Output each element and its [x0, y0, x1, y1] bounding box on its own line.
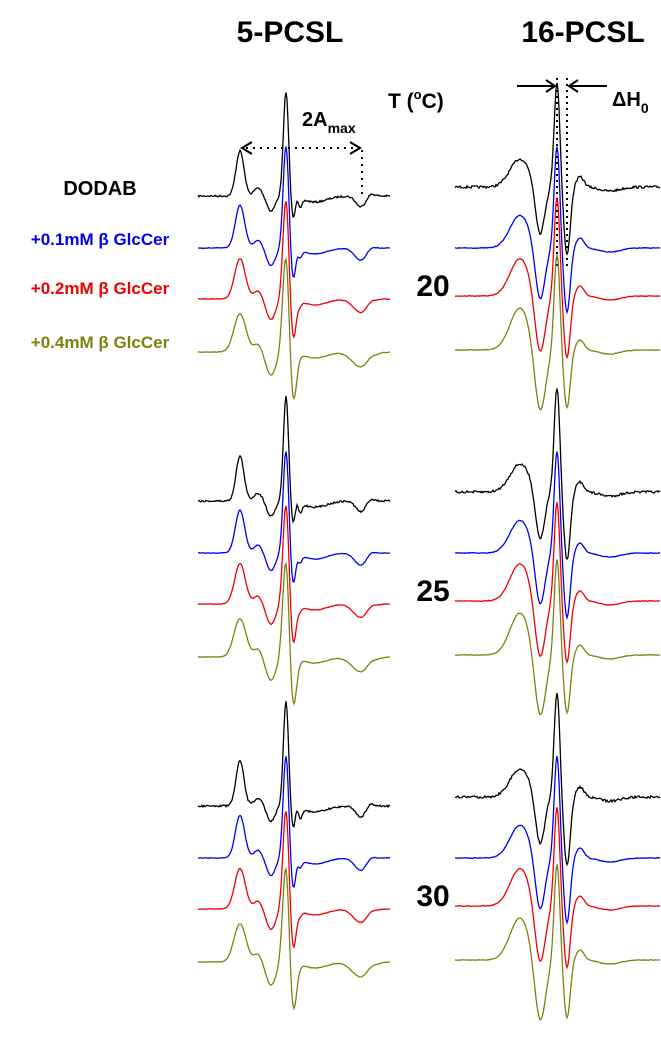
- sample-label: +0.4mM β GlcCer: [31, 333, 170, 352]
- spectrum: [455, 197, 661, 360]
- spectrum: [197, 201, 391, 339]
- spectrum: [454, 692, 661, 867]
- spectrum: [197, 561, 391, 706]
- spectrum: [197, 257, 391, 401]
- spectrum: [197, 756, 390, 889]
- spectrum: [454, 82, 661, 256]
- spectrum: [454, 807, 661, 970]
- spectrum: [197, 505, 391, 644]
- spectrum: [197, 395, 391, 524]
- spectrum: [197, 92, 391, 218]
- spectrum: [454, 254, 661, 411]
- spectrum: [454, 146, 661, 315]
- column-title: 5-PCSL: [237, 16, 344, 49]
- sample-label: +0.2mM β GlcCer: [31, 279, 170, 298]
- spectrum: [454, 388, 661, 561]
- temperature-label: T (oC): [388, 87, 444, 113]
- temperature-value: 20: [416, 270, 449, 303]
- sample-label: DODAB: [63, 178, 136, 200]
- spectrum: [454, 559, 661, 716]
- spectrum: [454, 755, 661, 925]
- spectrum: [197, 451, 390, 583]
- sample-label: +0.1mM β GlcCer: [31, 230, 170, 249]
- temperature-value: 30: [416, 880, 449, 913]
- spectrum: [197, 146, 390, 278]
- amax-label: 2Amax: [302, 109, 356, 136]
- temperature-value: 25: [416, 575, 449, 608]
- spectrum: [454, 864, 661, 1021]
- amax-marker: [240, 141, 363, 194]
- spectrum: [454, 502, 661, 665]
- dh-label: ΔH0: [612, 89, 649, 116]
- spectrum: [197, 701, 391, 828]
- spectrum: [197, 866, 391, 1011]
- spectrum: [455, 451, 661, 621]
- column-title: 16-PCSL: [521, 16, 644, 49]
- dh-marker: [517, 78, 607, 270]
- spectrum: [197, 811, 391, 949]
